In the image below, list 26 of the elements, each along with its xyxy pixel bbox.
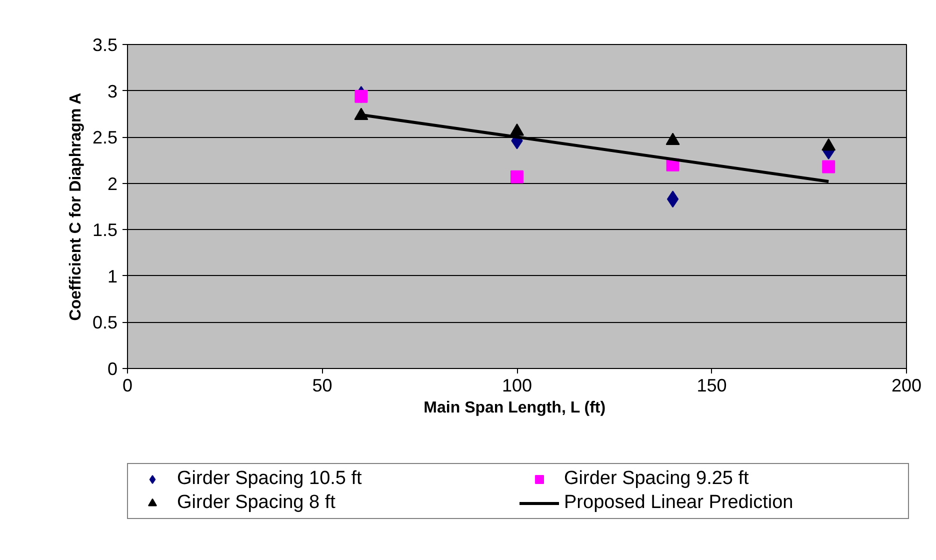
point <box>354 90 368 103</box>
y-tick-label: 0.5 <box>92 312 118 333</box>
x-tick-label: 200 <box>891 376 922 396</box>
y-tick-label: 3 <box>107 81 118 102</box>
point <box>666 190 679 208</box>
y-tick-label: 1 <box>107 266 118 286</box>
point <box>510 124 524 136</box>
x-tick-label: 0 <box>122 376 133 396</box>
y-tick-label: 1.5 <box>92 220 118 240</box>
point <box>822 160 836 174</box>
x-tick-label: 100 <box>502 376 532 396</box>
y-tick-label: 2.5 <box>92 128 118 148</box>
x-axis-title: Main Span Length, L (ft) <box>424 400 606 416</box>
point <box>822 138 836 151</box>
y-tick-label: 0 <box>107 359 118 379</box>
point <box>510 170 524 184</box>
y-tick-label: 3.5 <box>92 35 118 55</box>
legend-label: Girder Spacing 10.5 ft <box>177 468 363 490</box>
legend-label: Proposed Linear Prediction <box>564 492 794 514</box>
x-tick-label: 50 <box>312 376 332 396</box>
y-tick-label: 2 <box>107 174 118 194</box>
point <box>666 132 680 146</box>
x-tick-label: 150 <box>696 376 727 396</box>
y-axis-title: Coefficient C for Diaphragm A <box>67 92 84 321</box>
legend-label: Girder Spacing 9.25 ft <box>564 468 750 490</box>
legend-label: Girder Spacing 8 ft <box>177 492 336 514</box>
